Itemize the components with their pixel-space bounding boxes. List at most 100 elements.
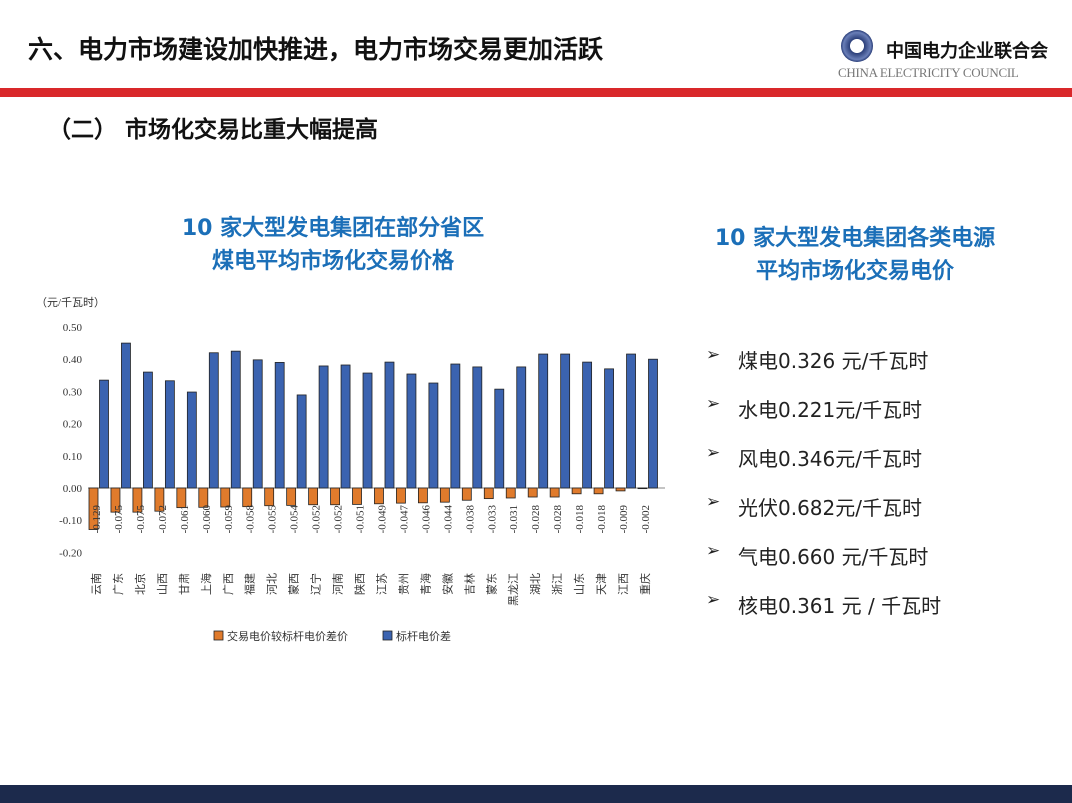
bar-difference — [527, 487, 538, 498]
footer-bar — [0, 785, 1072, 803]
bar-benchmark — [560, 353, 571, 489]
bar-benchmark — [164, 380, 175, 489]
bar-benchmark — [99, 379, 109, 489]
list-item-text: 水电0.221元/千瓦时 — [738, 398, 922, 422]
list-item-text: 光伏0.682元/千瓦时 — [738, 496, 922, 520]
data-label: -0.002 — [640, 505, 652, 533]
x-tick-label: 吉林 — [462, 573, 476, 595]
data-label: -0.028 — [552, 505, 564, 534]
bar-difference — [505, 487, 516, 499]
data-label: -0.058 — [245, 505, 257, 534]
summary-title: 10 家大型发电集团各类电源 平均市场化交易电价 — [660, 222, 1050, 288]
x-tick-label: 河北 — [266, 573, 279, 595]
x-tick-label: 安徽 — [440, 573, 454, 595]
data-label: -0.060 — [201, 505, 213, 534]
list-item: ➢ 水电0.221元/千瓦时 — [706, 394, 941, 443]
x-tick-label: 浙江 — [551, 573, 564, 595]
list-item: ➢ 核电0.361 元 / 千瓦时 — [706, 590, 941, 639]
y-tick-label: 0.50 — [63, 322, 83, 334]
legend-label: 交易电价较标杆电价差价 — [227, 629, 348, 643]
bar-difference — [615, 487, 626, 492]
bar-difference — [417, 487, 428, 504]
list-item: ➢ 风电0.346元/千瓦时 — [706, 443, 941, 492]
bar-benchmark — [208, 352, 219, 489]
bar-benchmark — [582, 361, 593, 489]
data-label: -0.044 — [442, 505, 454, 534]
bar-benchmark — [362, 372, 373, 489]
logo-text-cn: 中国电力企业联合会 — [886, 41, 1048, 62]
legend-label: 标杆电价差 — [396, 629, 451, 643]
arrow-right-icon: ➢ — [706, 394, 721, 414]
logo-text-en: CHINA ELECTRICITY COUNCIL — [838, 65, 1019, 80]
bar-difference — [461, 487, 472, 501]
x-tick-label: 重庆 — [638, 573, 652, 595]
bar-benchmark — [406, 373, 417, 489]
list-item-text: 核电0.361 元 / 千瓦时 — [738, 594, 942, 618]
arrow-right-icon: ➢ — [706, 345, 721, 365]
data-label: -0.018 — [574, 505, 586, 534]
data-label: -0.018 — [596, 505, 608, 534]
data-label: -0.033 — [486, 505, 498, 534]
list-item-text: 煤电0.326 元/千瓦时 — [738, 349, 929, 373]
arrow-right-icon: ➢ — [706, 541, 721, 561]
y-tick-label: 0.20 — [63, 419, 83, 431]
cec-logo-icon — [841, 30, 873, 62]
x-tick-label: 上海 — [199, 573, 213, 595]
bar-benchmark — [340, 364, 351, 489]
page-title: 六、电力市场建设加快推进，电力市场交易更加活跃 — [28, 35, 604, 64]
bar-benchmark — [296, 394, 307, 489]
bar-benchmark — [186, 391, 197, 489]
bar-benchmark — [274, 362, 285, 489]
y-tick-label: 0.40 — [63, 354, 83, 366]
data-label: -0.072 — [157, 505, 169, 533]
bar-benchmark — [318, 365, 329, 489]
data-label: -0.075 — [113, 505, 125, 534]
x-tick-label: 山东 — [573, 573, 586, 595]
y-tick-label: -0.10 — [59, 515, 82, 527]
bar-benchmark — [604, 368, 614, 489]
x-tick-label: 湖北 — [529, 573, 542, 595]
bar-difference — [352, 487, 362, 505]
bar-benchmark — [143, 371, 153, 489]
x-tick-label: 青海 — [418, 573, 432, 595]
x-tick-label: 山西 — [156, 573, 169, 595]
data-label: -0.009 — [618, 505, 630, 534]
bar-difference — [88, 487, 99, 530]
data-label: -0.054 — [289, 505, 301, 534]
bar-benchmark — [252, 359, 263, 489]
bar-benchmark — [516, 366, 527, 489]
data-label: -0.051 — [355, 505, 367, 533]
header-divider — [0, 88, 1072, 97]
chart-title-line: 10 家大型发电集团在部分省区 — [181, 216, 485, 241]
x-tick-label: 陕西 — [353, 573, 367, 595]
data-label: -0.061 — [179, 505, 191, 533]
y-tick-label: -0.20 — [59, 547, 82, 559]
bar-benchmark — [121, 342, 131, 489]
bar-difference — [242, 487, 253, 508]
bar-difference — [374, 487, 384, 505]
data-label: -0.129 — [91, 505, 103, 534]
arrow-right-icon: ➢ — [706, 443, 721, 463]
bar-difference — [483, 487, 494, 500]
bar-benchmark — [648, 358, 658, 489]
data-label: -0.028 — [530, 505, 542, 534]
bar-difference — [176, 487, 187, 509]
legend: 交易电价较标杆电价差价 标杆电价差 — [213, 629, 451, 643]
arrow-right-icon: ➢ — [706, 590, 721, 610]
bar-difference — [286, 487, 297, 506]
x-tick-label: 广西 — [222, 573, 235, 595]
bar-difference — [308, 487, 319, 506]
x-tick-label: 江西 — [617, 573, 630, 595]
x-tick-label: 广东 — [112, 573, 125, 595]
data-label: -0.075 — [135, 505, 147, 534]
list-item: ➢ 煤电0.326 元/千瓦时 — [706, 345, 941, 394]
legend-swatch-difference — [213, 630, 224, 641]
x-tick-label: 天津 — [595, 573, 608, 595]
x-tick-label: 北京 — [133, 573, 147, 595]
list-item: ➢ 光伏0.682元/千瓦时 — [706, 492, 941, 541]
y-tick-label: 0.10 — [63, 451, 83, 463]
x-tick-label: 河南 — [332, 573, 345, 595]
arrow-right-icon: ➢ — [706, 492, 721, 512]
bar-difference — [549, 487, 560, 498]
data-label: -0.052 — [333, 505, 345, 533]
